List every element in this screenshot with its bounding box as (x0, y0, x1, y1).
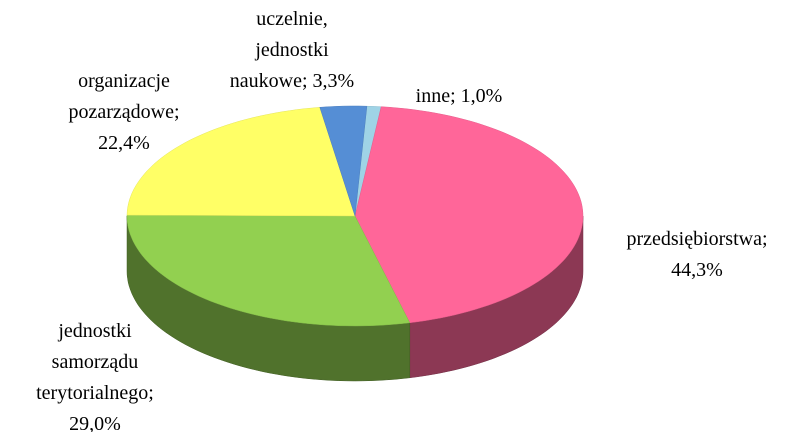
data-label-line: jednostki (57, 320, 132, 342)
data-label: jednostki samorządu terytorialnego; 29,0% (36, 320, 154, 432)
data-label-line: samorządu (52, 351, 139, 373)
data-label: uczelnie, jednostki naukowe; 3,3% (230, 8, 354, 92)
data-label-line: 29,0% (69, 413, 121, 432)
slice (126, 214, 411, 327)
data-label-line: 44,3% (671, 259, 723, 281)
data-label-line: terytorialnego; (36, 382, 154, 404)
data-label-line: inne; 1,0% (416, 85, 503, 107)
data-label-line: naukowe; 3,3% (230, 70, 354, 92)
slice (319, 105, 368, 217)
data-label-line: uczelnie, (256, 8, 328, 30)
data-label: inne; 1,0% (416, 85, 503, 107)
data-label-line: pozarządowe; (68, 101, 179, 123)
slice (126, 107, 356, 217)
slice (354, 106, 584, 324)
data-label-line: organizacje (78, 70, 170, 92)
data-label-line: 22,4% (98, 132, 150, 154)
data-label: przedsiębiorstwa; 44,3% (626, 228, 767, 281)
data-label-line: jednostki (254, 39, 329, 61)
data-label-line: przedsiębiorstwa; (626, 228, 767, 250)
data-label: organizacje pozarządowe; 22,4% (68, 70, 179, 154)
